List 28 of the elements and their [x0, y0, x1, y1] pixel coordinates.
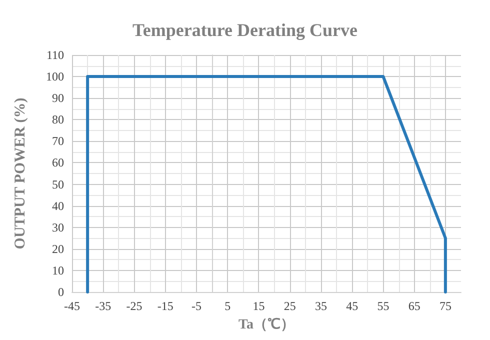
x-tick-label: 15: [252, 299, 265, 313]
x-tick-label: 65: [408, 299, 420, 313]
y-tick-label: 10: [52, 263, 64, 278]
y-tick-label: 50: [52, 177, 64, 192]
y-tick-label: 100: [46, 70, 64, 84]
y-tick-label: 60: [52, 156, 64, 170]
x-tick-label: 5: [224, 299, 231, 313]
x-tick-label: -15: [157, 299, 174, 313]
x-tick-label: 75: [439, 299, 452, 313]
x-tick-label: -35: [95, 299, 112, 313]
y-axis-title: OUTPUT POWER (%): [12, 98, 28, 250]
x-tick-label: -5: [191, 299, 202, 313]
y-tick-label: 70: [52, 134, 64, 148]
y-tick-label: 0: [58, 285, 64, 299]
y-tick-label: 90: [52, 91, 64, 106]
x-tick-label: -45: [64, 299, 80, 313]
x-tick-label: 35: [314, 299, 327, 313]
x-tick-label: -25: [126, 299, 142, 313]
x-tick-label: 55: [377, 299, 390, 313]
chart-title: Temperature Derating Curve: [132, 20, 358, 40]
y-tick-label: 20: [52, 242, 64, 256]
y-tick-label: 30: [52, 220, 64, 234]
y-tick-label: 110: [46, 48, 64, 62]
x-axis-title: Ta（℃）: [238, 318, 295, 332]
y-tick-label: 40: [52, 198, 64, 213]
x-tick-label: 45: [346, 299, 358, 313]
y-tick-label: 80: [52, 112, 64, 127]
x-tick-label: 25: [284, 299, 296, 313]
